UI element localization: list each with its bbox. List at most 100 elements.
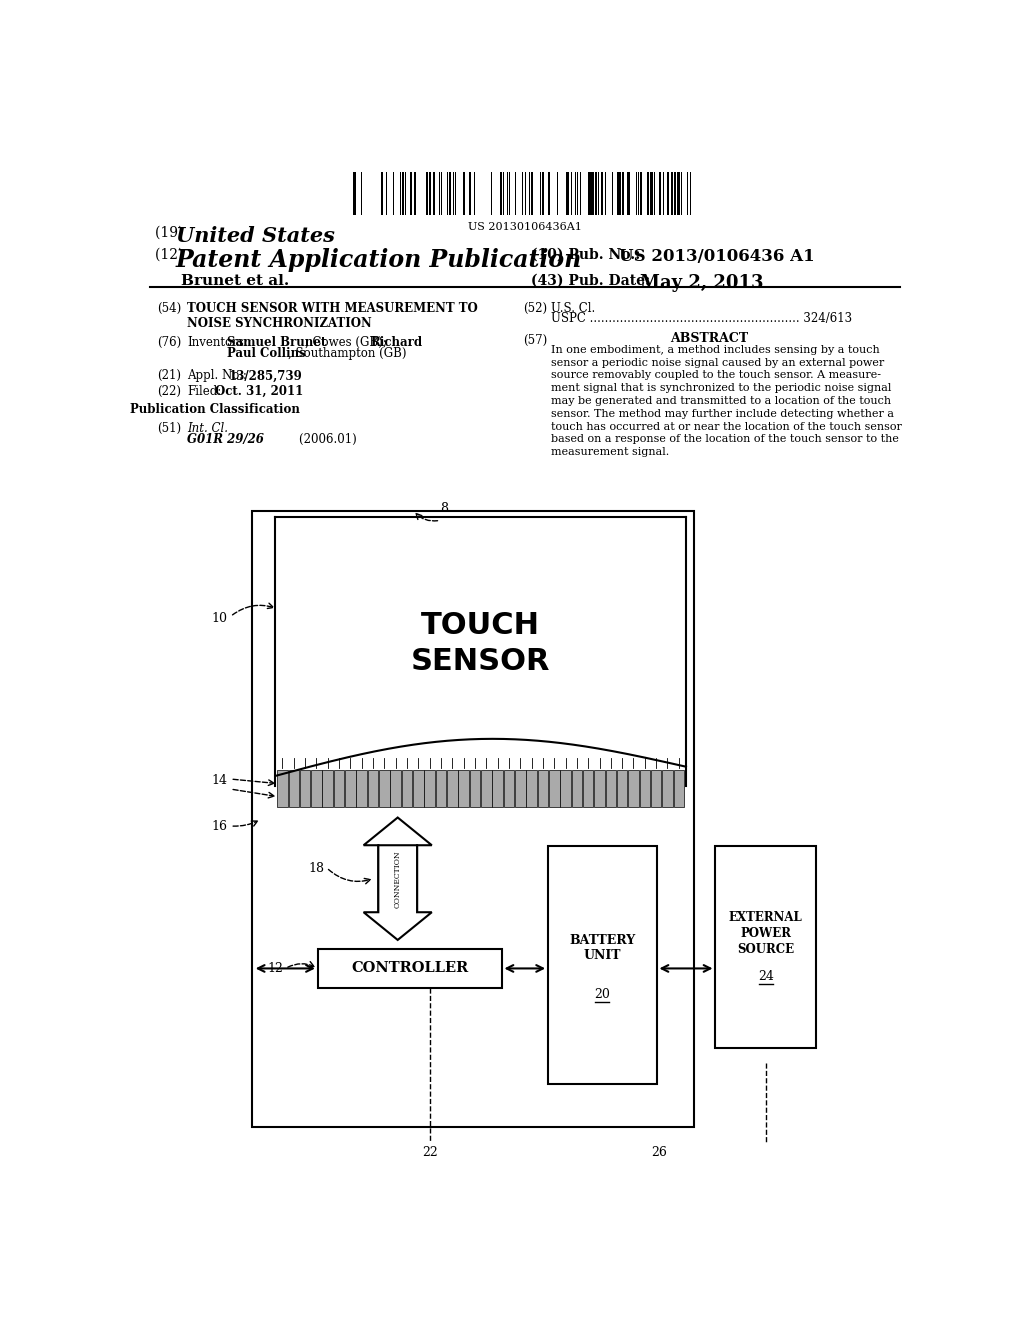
Text: US 2013/0106436 A1: US 2013/0106436 A1 — [620, 248, 815, 265]
Bar — [515, 770, 525, 807]
Text: ABSTRACT: ABSTRACT — [670, 333, 749, 346]
Bar — [567, 173, 569, 215]
Bar — [459, 770, 469, 807]
Bar — [580, 173, 582, 215]
Text: 22: 22 — [422, 1146, 438, 1159]
Bar — [317, 949, 502, 987]
Bar — [278, 770, 288, 807]
Text: G01R 29/26: G01R 29/26 — [187, 433, 264, 446]
Bar — [583, 770, 594, 807]
Text: BATTERY
UNIT: BATTERY UNIT — [569, 935, 636, 962]
Bar — [447, 770, 458, 807]
Bar — [345, 770, 355, 807]
Bar — [620, 173, 621, 215]
Bar — [531, 173, 532, 215]
Bar — [368, 770, 378, 807]
Text: In one embodiment, a method includes sensing by a touch
sensor a periodic noise : In one embodiment, a method includes sen… — [551, 345, 902, 457]
Text: USPC ........................................................ 324/613: USPC ...................................… — [551, 313, 852, 326]
Bar — [678, 173, 680, 215]
Bar — [617, 173, 618, 215]
Text: Publication Classification: Publication Classification — [130, 404, 300, 416]
Bar — [528, 173, 530, 215]
Text: CONTROLLER: CONTROLLER — [351, 961, 468, 975]
Bar — [640, 770, 650, 807]
Text: (52): (52) — [523, 302, 548, 314]
Bar — [379, 770, 390, 807]
Bar — [651, 770, 662, 807]
Bar — [481, 770, 492, 807]
Text: (12): (12) — [155, 248, 187, 261]
Bar — [542, 173, 544, 215]
Text: Brunet et al.: Brunet et al. — [180, 275, 289, 288]
Text: , Cowes (GB);: , Cowes (GB); — [305, 335, 386, 348]
Bar — [289, 770, 299, 807]
Bar — [300, 770, 310, 807]
Text: (10) Pub. No.:: (10) Pub. No.: — [531, 248, 640, 261]
Bar — [605, 770, 616, 807]
Text: (51): (51) — [158, 422, 181, 434]
Bar — [401, 770, 413, 807]
Bar — [311, 770, 322, 807]
Text: (54): (54) — [158, 302, 181, 314]
Bar — [557, 173, 558, 215]
Text: (21): (21) — [158, 370, 181, 383]
Bar — [671, 173, 673, 215]
Bar — [577, 173, 579, 215]
Bar — [668, 173, 669, 215]
Bar — [470, 770, 480, 807]
Text: 16: 16 — [211, 820, 227, 833]
Text: Filed:: Filed: — [187, 385, 221, 397]
Bar — [524, 173, 526, 215]
Text: 14: 14 — [211, 774, 227, 787]
Bar — [650, 173, 652, 215]
Text: (2006.01): (2006.01) — [254, 433, 356, 446]
Bar — [627, 173, 629, 215]
Bar — [647, 173, 649, 215]
Bar — [526, 770, 537, 807]
Bar — [515, 173, 516, 215]
Bar — [681, 173, 682, 215]
Bar — [500, 173, 502, 215]
Text: United States: United States — [176, 226, 335, 246]
Bar — [390, 770, 401, 807]
Bar — [560, 770, 570, 807]
Bar — [594, 770, 605, 807]
Text: 13/285,739: 13/285,739 — [228, 370, 302, 383]
Bar — [436, 770, 446, 807]
FancyArrow shape — [364, 845, 432, 940]
Bar — [401, 173, 403, 215]
Text: 8: 8 — [440, 502, 449, 515]
Text: US 20130106436A1: US 20130106436A1 — [468, 222, 582, 232]
Bar — [323, 770, 333, 807]
Bar — [463, 173, 465, 215]
Bar — [469, 173, 471, 215]
Text: CONNECTION: CONNECTION — [393, 850, 401, 908]
Text: EXTERNAL
POWER
SOURCE: EXTERNAL POWER SOURCE — [729, 911, 803, 956]
Text: May 2, 2013: May 2, 2013 — [640, 275, 763, 292]
Text: TOUCH SENSOR WITH MEASUREMENT TO
NOISE SYNCHRONIZATION: TOUCH SENSOR WITH MEASUREMENT TO NOISE S… — [187, 302, 477, 330]
Bar — [595, 173, 597, 215]
Bar — [658, 173, 662, 215]
Bar — [413, 770, 424, 807]
Text: Int. Cl.: Int. Cl. — [187, 422, 228, 434]
Bar — [429, 173, 431, 215]
Text: 24: 24 — [758, 970, 774, 982]
Text: (19): (19) — [155, 226, 187, 240]
Text: 18: 18 — [308, 862, 324, 875]
Bar — [604, 173, 606, 215]
Bar — [548, 173, 550, 215]
Text: Patent Application Publication: Patent Application Publication — [176, 248, 583, 272]
Text: (57): (57) — [523, 334, 548, 347]
FancyArrow shape — [364, 817, 432, 912]
Bar — [356, 770, 367, 807]
Text: , Southampton (GB): , Southampton (GB) — [288, 347, 407, 360]
Bar — [538, 770, 548, 807]
Bar — [592, 173, 594, 215]
Text: TOUCH
SENSOR: TOUCH SENSOR — [411, 611, 550, 676]
Bar — [548, 846, 656, 1084]
Text: 10: 10 — [211, 611, 227, 624]
Text: (22): (22) — [158, 385, 181, 397]
Bar — [570, 173, 572, 215]
Text: Paul Collins: Paul Collins — [227, 347, 306, 360]
Text: 26: 26 — [651, 1146, 667, 1159]
